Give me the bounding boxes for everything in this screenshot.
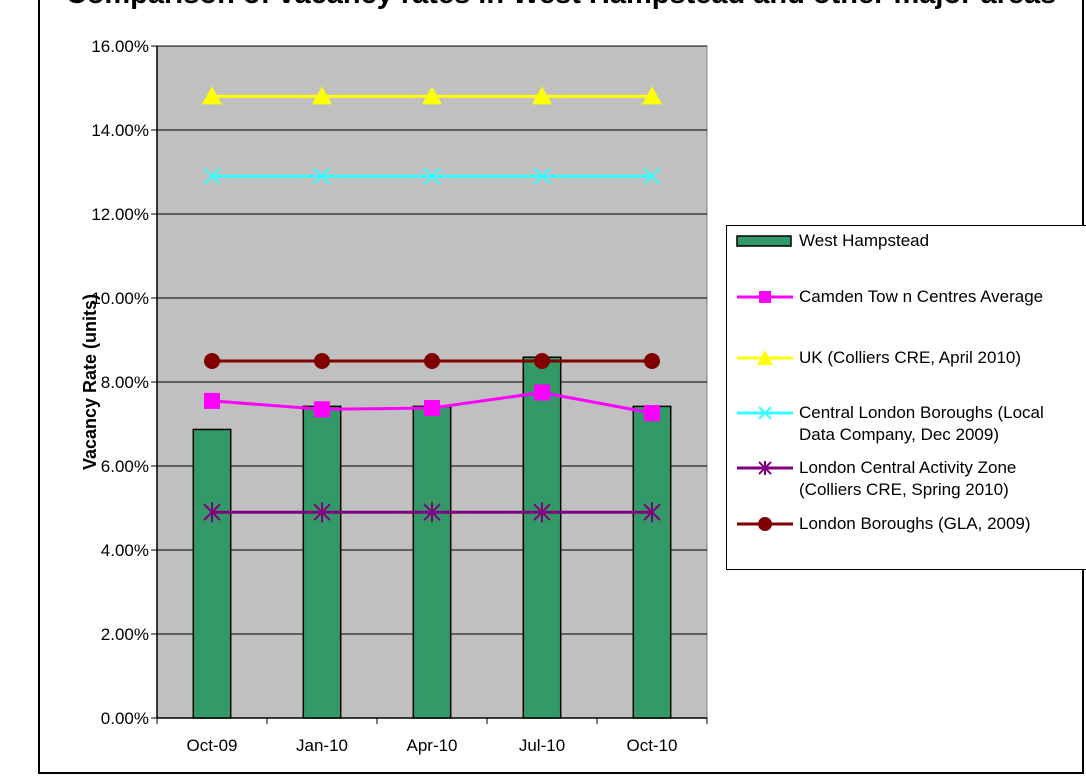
x-tick-label: Jan-10	[296, 736, 348, 755]
series-marker-square	[644, 405, 660, 422]
y-tick-label: 6.00%	[101, 457, 149, 476]
legend-label: UK (Colliers CRE, April 2010)	[799, 348, 1022, 367]
y-tick-label: 2.00%	[101, 625, 149, 644]
legend-label: London Central Activity Zone (Colliers C…	[799, 458, 1017, 499]
x-tick-label: Oct-10	[626, 736, 677, 755]
x-tick-label: Apr-10	[406, 736, 457, 755]
series-marker-square	[424, 400, 440, 417]
series-marker-x	[533, 167, 551, 185]
bar-west-hampstead	[302, 405, 342, 719]
legend-item-west-hampstead: West Hampstead	[735, 230, 929, 252]
series-marker-x	[313, 167, 331, 185]
series-marker-star	[313, 502, 331, 523]
series-marker-circle	[644, 353, 660, 369]
y-tick-label: 14.00%	[91, 121, 149, 140]
y-tick-label: 16.00%	[91, 37, 149, 56]
series-marker-square	[204, 392, 220, 409]
legend-item-uk: UK (Colliers CRE, April 2010)	[735, 347, 1021, 369]
bar-west-hampstead	[632, 405, 672, 719]
legend-item-central-london: Central London Boroughs (Local Data Comp…	[735, 402, 1044, 446]
series-marker-triangle	[422, 86, 442, 105]
series-marker-circle	[204, 353, 220, 369]
x-tick-label: Jul-10	[519, 736, 565, 755]
series-marker-x	[423, 167, 441, 185]
legend-label: Camden Tow n Centres Average	[799, 287, 1044, 306]
series-marker-square	[314, 401, 330, 418]
bar-west-hampstead	[412, 405, 452, 719]
series-marker-star	[423, 502, 441, 523]
series-marker-circle	[424, 353, 440, 369]
legend-key-circle-marker	[735, 513, 795, 535]
series-marker-x	[643, 167, 661, 185]
legend-label: London Boroughs (GLA, 2009)	[799, 514, 1031, 533]
series-marker-x	[203, 167, 221, 185]
y-tick-label: 12.00%	[91, 205, 149, 224]
series-marker-star	[643, 502, 661, 523]
legend-key-x-marker	[735, 402, 795, 424]
series-marker-triangle	[532, 86, 552, 105]
series-marker-triangle	[642, 86, 662, 105]
series-marker-triangle	[202, 86, 222, 105]
series-marker-star	[203, 502, 221, 523]
bar-west-hampstead	[192, 428, 232, 719]
legend-item-camden: Camden Tow n Centres Average	[735, 286, 1043, 308]
legend-key-triangle-marker	[735, 347, 795, 369]
bar-west-hampstead	[522, 356, 562, 719]
x-tick-label: Oct-09	[186, 736, 237, 755]
legend-key-star-marker	[735, 457, 795, 479]
legend: West Hampstead Camden Tow n Centres Aver…	[726, 225, 1086, 570]
series-marker-circle	[314, 353, 330, 369]
series-marker-triangle	[312, 86, 332, 105]
legend-key-bar	[735, 230, 795, 252]
series-marker-square	[534, 384, 550, 401]
y-tick-label: 8.00%	[101, 373, 149, 392]
series-marker-circle	[534, 353, 550, 369]
series-marker-star	[533, 502, 551, 523]
y-tick-label: 10.00%	[91, 289, 149, 308]
legend-key-square-marker	[735, 286, 795, 308]
legend-item-caz: London Central Activity Zone (Colliers C…	[735, 457, 1016, 501]
legend-item-london-boroughs: London Boroughs (GLA, 2009)	[735, 513, 1031, 535]
y-axis-title: Vacancy Rate (units)	[80, 294, 100, 470]
chart-title: Comparison of vacancy rates in West Hamp…	[40, 0, 1082, 11]
y-tick-label: 4.00%	[101, 541, 149, 560]
y-tick-label: 0.00%	[101, 709, 149, 728]
legend-label: Central London Boroughs (Local Data Comp…	[799, 403, 1044, 444]
legend-label: West Hampstead	[799, 231, 930, 250]
